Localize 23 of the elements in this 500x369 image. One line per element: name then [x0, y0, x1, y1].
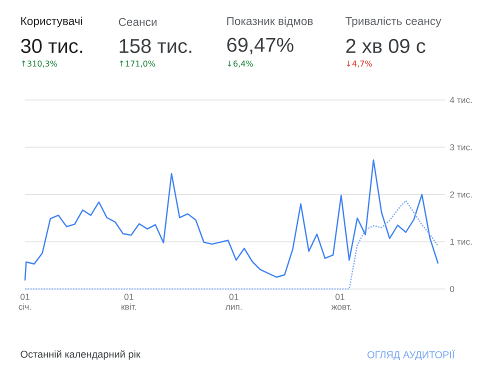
x-tick-label: 01 лип. — [225, 294, 242, 310]
y-tick-label: 3 тис. — [450, 144, 472, 150]
text: 30 тис. — [21, 38, 82, 54]
text: Сеанси — [118, 18, 157, 26]
text: Показник відмов — [227, 16, 313, 28]
y-tick-label: 0 — [450, 286, 454, 292]
text: 158 тис. — [120, 38, 192, 54]
text: ↑171,0% — [120, 60, 156, 68]
text: 69,47% — [227, 38, 294, 54]
text: Тривалість сеансу — [346, 16, 442, 28]
x-tick-label: 01 січ. — [18, 294, 31, 310]
x-tick-label: 01 квіт. — [122, 294, 136, 310]
y-tick-label: 1 тис. — [450, 238, 472, 245]
text: ↓4,7% — [346, 60, 372, 68]
y-tick-label: 2 тис. — [450, 191, 472, 198]
text: ↑310,3% — [22, 60, 58, 68]
x-tick-label: 01 жовт. — [331, 294, 351, 310]
text: ОГЛЯД АУДИТОРІЇ — [367, 350, 455, 360]
text: ↓6,4% — [228, 60, 253, 68]
text: Користувачі — [21, 16, 82, 28]
text: 2 хв 09 с — [346, 38, 426, 54]
y-tick-label: 4 тис. — [450, 96, 472, 104]
text: Останній календарний рік — [20, 350, 140, 360]
